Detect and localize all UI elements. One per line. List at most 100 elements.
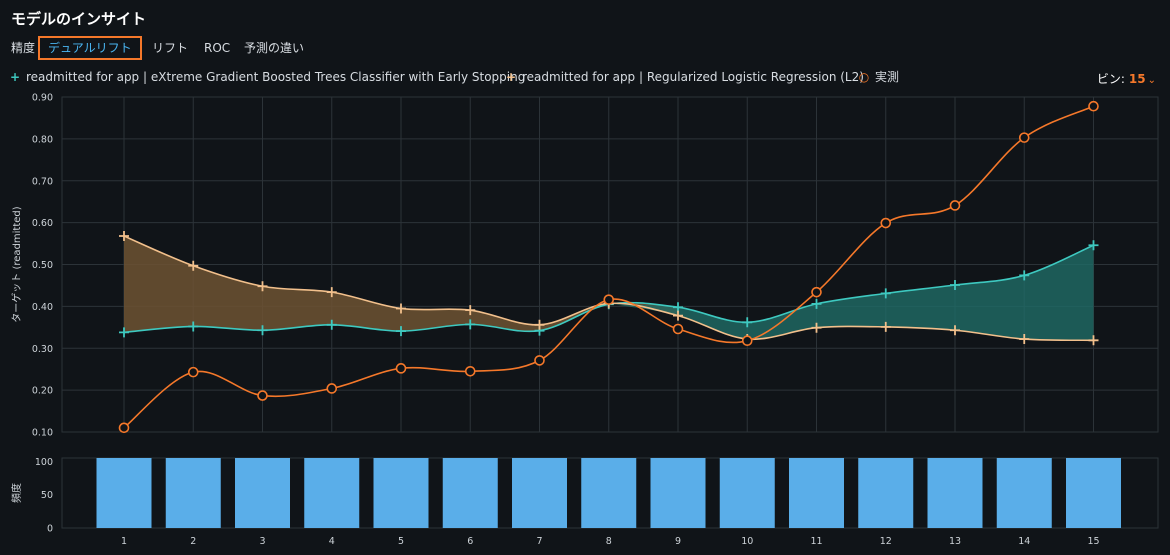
x-tick-label: 2: [190, 536, 196, 547]
data-point-xgb: [742, 317, 753, 328]
histogram-bar: [858, 458, 914, 528]
data-point-actual: [672, 323, 684, 335]
plus-marker-icon: +: [505, 70, 517, 84]
x-tick-label: 14: [1018, 536, 1030, 547]
histogram-bar: [304, 458, 360, 528]
data-point-logreg: [257, 281, 268, 292]
x-tick-label: 13: [949, 536, 961, 547]
histogram-bar: [165, 458, 221, 528]
x-tick-label: 1: [121, 536, 127, 547]
data-point-logreg: [1019, 334, 1030, 345]
data-point-xgb: [396, 326, 406, 337]
tab-lift[interactable]: リフト: [152, 41, 189, 55]
data-point-actual: [464, 365, 476, 377]
y-tick-label: 0.80: [32, 134, 53, 145]
legend-label-actual: 実測: [875, 70, 900, 84]
y-tick-label: 0.90: [32, 93, 53, 104]
histogram-bar: [96, 458, 152, 528]
data-point-xgb: [326, 319, 337, 330]
histogram-bar: [373, 458, 429, 528]
y-tick-label: 0.70: [32, 176, 53, 187]
bins-value: 15: [1128, 72, 1146, 86]
y-tick-label: 0.40: [32, 302, 53, 313]
data-point-xgb: [257, 325, 268, 336]
x-tick-label: 9: [675, 536, 681, 547]
data-point-actual: [534, 355, 545, 366]
insight-tabs: 精度 デュアルリフト リフト ROC 予測の違い: [0, 36, 400, 62]
histogram-bar: [1066, 458, 1121, 528]
data-point-logreg: [880, 321, 891, 332]
histogram-bar: [650, 458, 706, 528]
data-point-actual: [603, 294, 615, 305]
data-point-logreg: [119, 231, 129, 242]
x-tick-label: 12: [880, 536, 892, 547]
x-tick-label: 10: [741, 536, 753, 547]
histogram-bar: [927, 458, 983, 528]
bins-selector[interactable]: ビン: 15 ⌄: [1097, 70, 1156, 87]
plus-marker-icon: +: [9, 70, 21, 84]
x-tick-label: 11: [810, 536, 822, 547]
data-point-logreg: [811, 322, 822, 333]
data-point-logreg: [950, 325, 960, 336]
data-point-actual: [880, 217, 892, 229]
data-point-actual: [118, 422, 130, 434]
data-point-xgb: [811, 298, 822, 309]
data-point-logreg: [188, 260, 199, 271]
bins-label: ビン:: [1096, 72, 1125, 86]
data-point-logreg: [534, 319, 545, 330]
x-tick-label: 3: [259, 536, 265, 547]
data-point-xgb: [1019, 270, 1030, 281]
y-tick-label: 0.50: [32, 260, 53, 271]
histogram-bar: [512, 458, 567, 528]
data-point-logreg: [1088, 335, 1099, 346]
data-point-actual: [326, 383, 338, 394]
tab-roc[interactable]: ROC: [204, 41, 231, 55]
tab-accuracy[interactable]: 精度: [11, 41, 36, 55]
histogram-y-axis-label: 頻度: [10, 483, 23, 503]
data-point-logreg: [396, 303, 406, 314]
x-tick-label: 15: [1087, 536, 1099, 547]
data-point-logreg: [465, 305, 476, 316]
x-tick-label: 5: [398, 536, 404, 547]
y-tick-label: 0.30: [32, 344, 53, 355]
page-title: モデルのインサイト: [11, 10, 147, 28]
legend-item-logreg[interactable]: + readmitted for app | Regularized Logist…: [504, 68, 864, 86]
legend-label-logreg: readmitted for app | Regularized Logisti…: [522, 70, 864, 84]
data-point-xgb: [950, 280, 960, 291]
data-point-actual: [1018, 132, 1030, 143]
data-point-xgb: [188, 321, 199, 332]
x-tick-label: 6: [467, 536, 473, 547]
data-point-actual: [949, 200, 961, 211]
xgb-difference-area: [608, 245, 1094, 341]
data-point-xgb: [673, 302, 683, 313]
histogram-bar: [719, 458, 775, 528]
tab-prediction-differences[interactable]: 予測の違い: [244, 41, 305, 55]
y-tick-label: 0.10: [32, 428, 53, 439]
y-tick-label: 0.60: [32, 218, 53, 229]
tab-dual-lift[interactable]: デュアルリフト: [38, 36, 142, 60]
data-point-actual: [741, 335, 753, 347]
histogram-y-tick-label: 0: [47, 524, 53, 535]
histogram-bar: [442, 458, 498, 528]
y-tick-label: 0.20: [32, 386, 53, 397]
histogram-bar: [235, 458, 290, 528]
chart-legend: + readmitted for app | eXtreme Gradient B…: [0, 68, 1000, 86]
circle-marker-icon: ○: [858, 70, 870, 84]
legend-item-actual[interactable]: ○ 実測: [857, 68, 899, 86]
data-point-xgb: [119, 327, 129, 338]
histogram-y-tick-label: 50: [41, 490, 53, 501]
data-point-actual: [187, 366, 199, 378]
histogram-bar: [581, 458, 637, 528]
histogram-y-tick-label: 100: [35, 457, 53, 468]
data-point-logreg: [673, 310, 683, 321]
data-point-actual: [811, 286, 822, 298]
y-axis-label: ターゲット (readmitted): [11, 206, 23, 322]
data-point-actual: [257, 390, 268, 401]
legend-item-xgb[interactable]: + readmitted for app | eXtreme Gradient B…: [8, 68, 525, 86]
data-point-xgb: [465, 319, 476, 330]
chevron-down-icon: ⌄: [1147, 75, 1156, 86]
histogram-bar: [996, 458, 1052, 528]
data-point-logreg: [326, 287, 337, 298]
data-point-actual: [395, 363, 407, 374]
